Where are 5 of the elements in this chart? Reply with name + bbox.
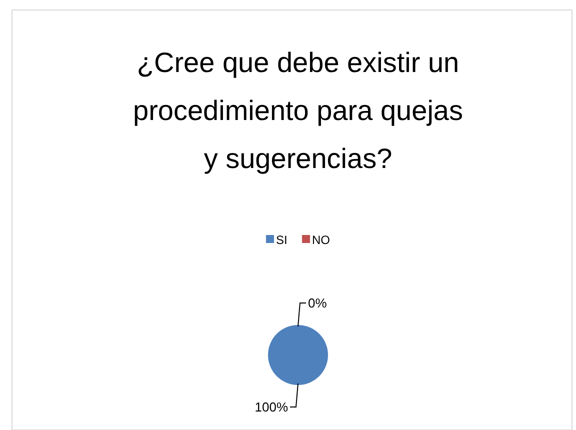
data-label: 100%	[254, 400, 288, 415]
text: 0%	[308, 296, 327, 311]
chart-title: ¿Cree que debe existir un procedimiento para quejas y sugerencias?	[133, 47, 463, 174]
legend-label: SI	[276, 233, 288, 248]
legend-label: NO	[312, 233, 330, 248]
